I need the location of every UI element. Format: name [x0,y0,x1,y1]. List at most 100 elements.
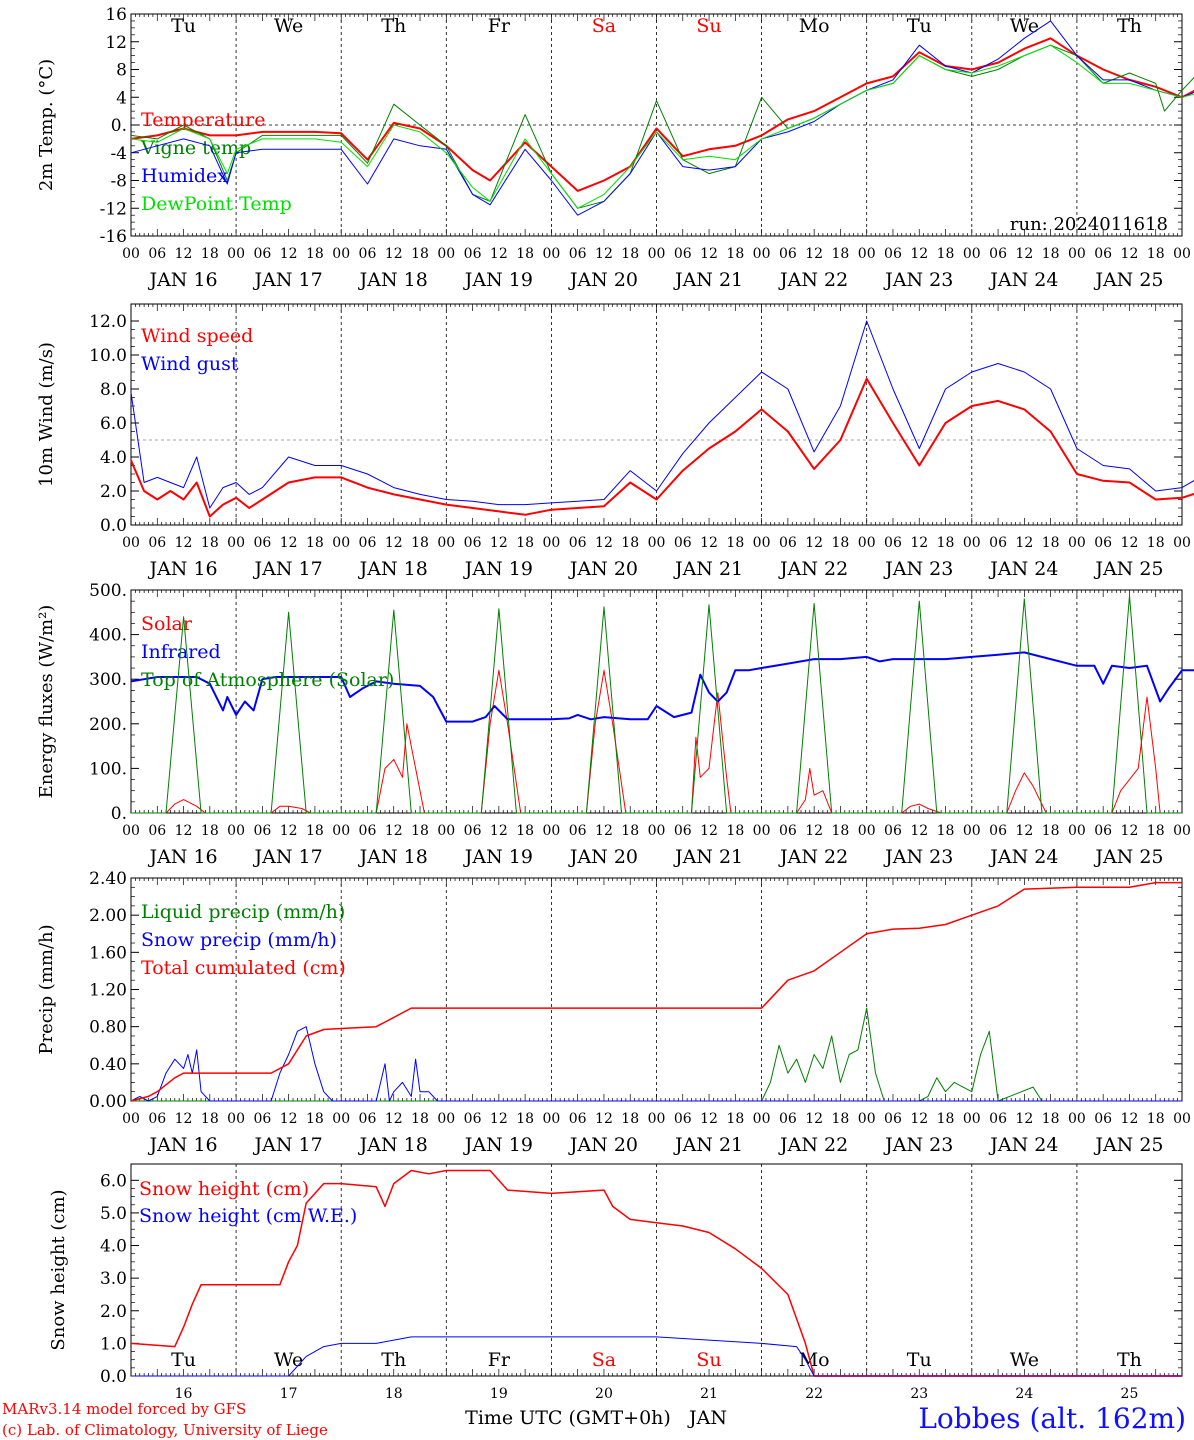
hour-label: 06 [253,823,271,839]
weekday-label: Tu [171,15,196,37]
hour-label: 18 [306,535,324,551]
y-tick-label: 2.0 [100,1302,127,1322]
series-line-1-4 [130,44,1194,209]
hour-label: 06 [779,823,797,839]
day-number-label: 18 [385,1386,403,1402]
hour-label: 18 [516,1111,534,1127]
y-tick-label: 0.0 [100,516,127,536]
y-tick-label: 0.80 [89,1018,127,1038]
hour-label: 12 [385,246,403,262]
y-tick-label: 0. [111,804,127,824]
hour-label: 18 [726,1111,744,1127]
y-tick-label: 16 [105,5,127,25]
hour-label: 06 [779,535,797,551]
date-label: JAN 21 [673,269,743,291]
y-tick-label: 500. [89,581,127,601]
hour-label: 12 [175,246,193,262]
hour-label: 18 [411,1111,429,1127]
weekday-label: Tu [907,1349,932,1371]
day-number-label: 25 [1121,1386,1139,1402]
hour-label: 00 [1173,535,1191,551]
hour-label: 00 [858,246,876,262]
hour-label: 18 [201,1111,219,1127]
hour-label: 00 [963,1111,981,1127]
panel-4: 0.00 0.40 0.80 1.20 1.60 2.00 2.40 Precip (mm/h… [36,869,1191,1156]
hour-label: 18 [937,1111,955,1127]
legend-entry: Snow height (cm W.E.) [139,1205,357,1227]
hour-label: 12 [385,535,403,551]
hour-label: 18 [1042,535,1060,551]
weekday-label: Th [1117,15,1142,37]
hour-label: 18 [832,246,850,262]
y-axis-title: 10m Wind (m/s) [36,342,57,487]
hour-label: 00 [858,823,876,839]
hour-label: 00 [437,535,455,551]
date-label: JAN 20 [568,846,638,868]
y-tick-label: 12 [105,33,127,53]
hour-label: 06 [253,535,271,551]
hour-label: 00 [858,535,876,551]
hour-label: 00 [648,535,666,551]
date-label: JAN 19 [463,846,533,868]
hour-label: 18 [1147,246,1165,262]
day-number-label: 23 [910,1386,928,1402]
hour-label: 18 [621,246,639,262]
hour-label: 00 [753,823,771,839]
hour-label: 06 [569,823,587,839]
weekday-label: We [274,15,303,37]
hour-label: 00 [437,246,455,262]
hour-label: 06 [989,535,1007,551]
hour-label: 18 [937,246,955,262]
hour-label: 00 [122,535,140,551]
hour-label: 12 [700,823,718,839]
weekday-label: Tu [907,15,932,37]
location-label: Lobbes (alt. 162m) [918,1402,1186,1435]
hour-label: 06 [674,535,692,551]
date-label: JAN 19 [463,1134,533,1156]
legend-entry: Humidex [141,165,228,187]
hour-label: 18 [621,823,639,839]
series-line-3-3 [131,595,1182,814]
y-tick-label: 100. [89,759,127,779]
panel-3: 0. 100. 200. 300. 400. 500. Energy fluxes (W/m… [36,581,1194,868]
y-tick-label: 1.60 [89,943,127,963]
hour-label: 06 [884,535,902,551]
y-tick-label: 2.00 [89,906,127,926]
hour-label: 00 [963,823,981,839]
hour-label: 06 [148,535,166,551]
hour-label: 06 [464,535,482,551]
x-axis-month: JAN [687,1407,727,1429]
legend-entry: Temperature [141,109,265,131]
hour-label: 00 [122,823,140,839]
hour-label: 00 [542,823,560,839]
hour-label: 06 [674,823,692,839]
weekday-label: Th [381,15,406,37]
panel-2: 0.0 2.0 4.0 6.0 8.0 10.0 12.0 10m Wind (m/s) 00 0… [36,303,1194,580]
hour-label: 00 [963,246,981,262]
date-label: JAN 19 [463,558,533,580]
hour-label: 12 [910,535,928,551]
weekday-label: Fr [488,1349,511,1371]
y-tick-label: 300. [89,670,127,690]
hour-label: 00 [332,246,350,262]
y-tick-label: 1.0 [100,1334,127,1354]
hour-label: 12 [805,246,823,262]
hour-label: 06 [148,1111,166,1127]
hour-label: 12 [1015,1111,1033,1127]
y-axis-title: Energy fluxes (W/m²) [36,605,57,799]
hour-label: 18 [1042,1111,1060,1127]
date-label: JAN 24 [988,558,1058,580]
hour-label: 06 [989,823,1007,839]
hour-label: 06 [1094,535,1112,551]
date-label: JAN 16 [147,846,217,868]
panels: -16 -12 -8 -4 0. 4 8 12 16 2m Temp. (°C) 00 06 12 18 J… [36,5,1194,1402]
hour-label: 06 [674,1111,692,1127]
y-tick-label: 3.0 [100,1269,127,1289]
weekday-label: Sa [592,1349,616,1371]
series-line-4-1 [131,1007,1182,1102]
hour-label: 18 [411,535,429,551]
hour-label: 06 [779,1111,797,1127]
series-line-4-2 [130,1026,1182,1102]
hour-label: 12 [1121,1111,1139,1127]
